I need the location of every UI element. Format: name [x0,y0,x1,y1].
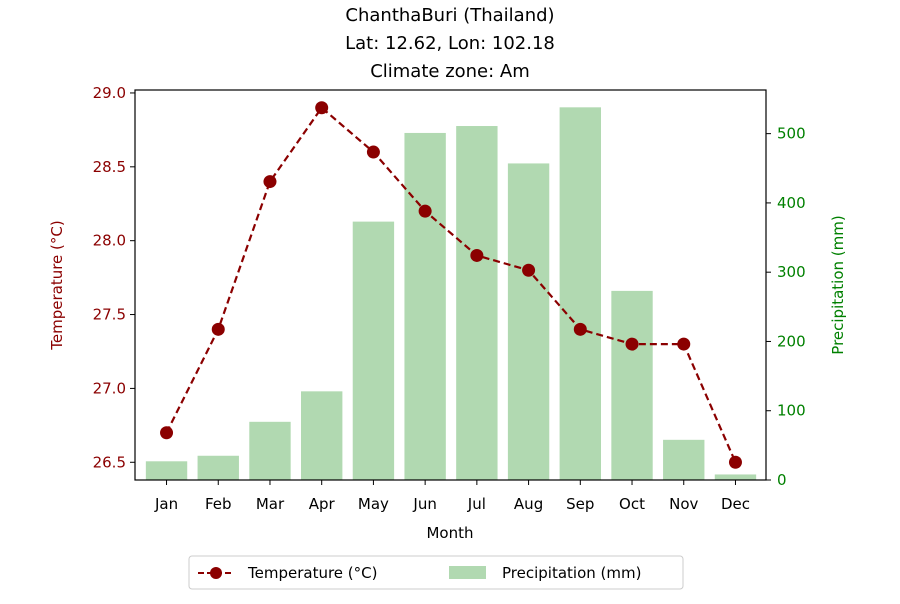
x-tick-label-feb: Feb [205,495,232,513]
legend-temperature-marker [210,567,222,579]
temperature-point-dec [728,455,742,469]
right-tick-label: 0 [777,471,787,489]
right-axis-label: Precipitation (mm) [829,215,847,354]
precipitation-bar-apr [301,391,343,480]
precipitation-bar-dec [714,474,757,480]
temperature-markers [160,101,742,469]
chart-title: ChanthaBuri (Thailand) Lat: 12.62, Lon: … [345,5,555,82]
x-tick-label-dec: Dec [721,495,750,513]
left-tick-label: 28.5 [93,158,126,176]
temperature-point-may [366,145,380,159]
x-tick-label-mar: Mar [256,495,285,513]
legend-box [188,555,684,590]
left-tick-label: 26.5 [93,453,126,471]
temperature-point-nov [677,337,691,351]
precipitation-bar-jul [456,126,498,481]
right-tick-label: 300 [777,263,806,281]
title-line-3: Climate zone: Am [370,61,530,82]
x-tick-label-may: May [358,495,389,513]
temperature-point-apr [315,101,329,115]
temperature-point-jan [160,426,174,440]
right-tick-label: 500 [777,125,806,143]
x-axis-ticks: Jan Feb Mar Apr May Jun Jul Aug Sep Oct Nov Dec [154,480,750,513]
precipitation-bar-nov [663,439,705,480]
precipitation-bar-may [352,221,395,481]
legend-precipitation-label: Precipitation (mm) [502,564,641,582]
precipitation-bar-sep [559,107,601,481]
right-tick-label: 400 [777,194,806,212]
legend-precipitation-swatch [449,566,486,579]
right-tick-label: 200 [777,332,806,350]
x-tick-label-apr: Apr [309,495,336,513]
temperature-point-feb [211,322,225,336]
x-tick-label-nov: Nov [669,495,698,513]
temperature-point-sep [573,322,587,336]
left-axis-label: Temperature (°C) [48,220,66,350]
x-axis-label: Month [426,524,473,542]
right-axis-ticks: 0 100 200 300 400 500 [766,125,806,489]
x-tick-label-aug: Aug [514,495,543,513]
x-tick-label-oct: Oct [619,495,645,513]
temperature-point-jul [470,248,484,262]
temperature-point-jun [418,204,432,218]
legend: Temperature (°C) Precipitation (mm) [188,555,684,590]
precipitation-bar-feb [197,455,239,480]
x-tick-label-sep: Sep [566,495,594,513]
title-line-2: Lat: 12.62, Lon: 102.18 [345,33,555,54]
precipitation-bar-aug [507,163,550,480]
x-tick-label-jan: Jan [154,495,178,513]
x-tick-label-jun: Jun [412,495,436,513]
temperature-point-mar [263,175,277,189]
left-tick-label: 27.0 [93,379,126,397]
precipitation-bar-jun [404,132,446,480]
precipitation-bar-jan [145,461,188,480]
left-tick-label: 27.5 [93,306,126,324]
right-tick-label: 100 [777,402,806,420]
temperature-series-line [165,106,737,463]
left-tick-label: 29.0 [93,84,126,102]
precipitation-bars [145,107,757,481]
precipitation-bar-mar [249,421,291,480]
left-tick-label: 28.0 [93,232,126,250]
precipitation-bar-oct [611,290,653,480]
x-tick-label-jul: Jul [467,495,486,513]
left-axis-ticks: 26.5 27.0 27.5 28.0 28.5 29.0 [93,84,135,471]
temperature-point-aug [522,263,536,277]
temperature-point-oct [625,337,639,351]
temperature-line [165,106,737,463]
title-line-1: ChanthaBuri (Thailand) [345,5,554,26]
plot-frame [134,89,767,481]
legend-temperature-label: Temperature (°C) [247,564,377,582]
